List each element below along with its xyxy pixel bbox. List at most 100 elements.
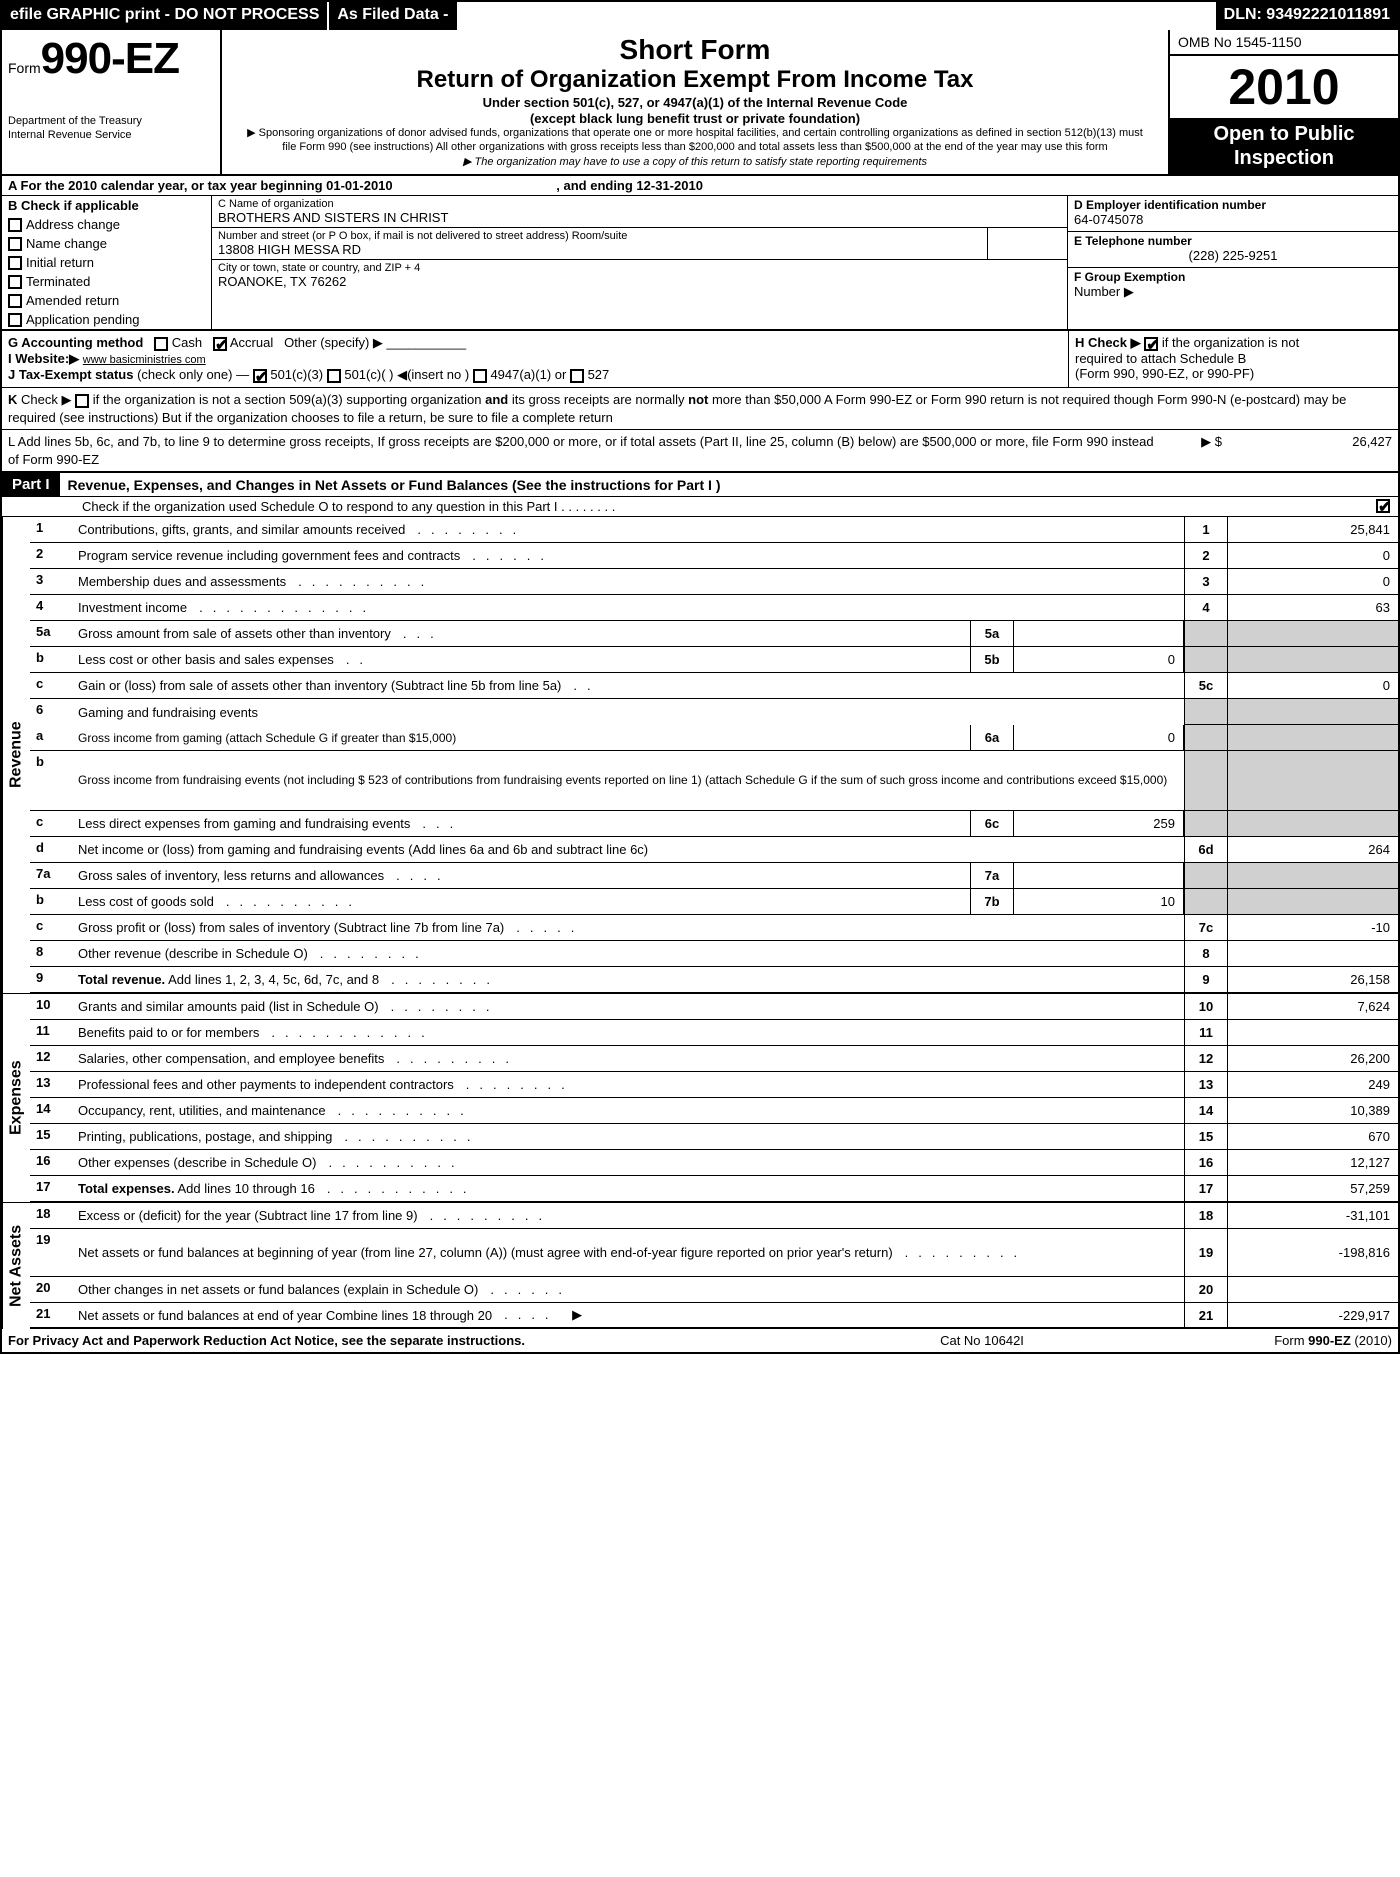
l-val: 26,427 <box>1222 433 1392 468</box>
line-2: 2Program service revenue including gover… <box>30 543 1398 569</box>
inspection-notice: Open to Public Inspection <box>1170 118 1398 174</box>
check-pending[interactable]: Application pending <box>2 310 211 329</box>
line-h: H Check ▶ if the organization is not req… <box>1068 331 1398 387</box>
c-street-cell: Number and street (or P O box, if mail i… <box>212 228 1067 260</box>
line-21: 21Net assets or fund balances at end of … <box>30 1303 1398 1329</box>
form-prefix: Form <box>8 60 41 76</box>
line-8: 8Other revenue (describe in Schedule O).… <box>30 941 1398 967</box>
h-text3: (Form 990, 990-EZ, or 990-PF) <box>1075 366 1254 381</box>
checkbox-icon <box>8 218 22 232</box>
check-terminated[interactable]: Terminated <box>2 272 211 291</box>
top-bar: efile GRAPHIC print - DO NOT PROCESS As … <box>2 2 1398 30</box>
expenses-section: Expenses 10Grants and similar amounts pa… <box>2 993 1398 1202</box>
checkbox-icon <box>8 237 22 251</box>
checkbox-icon <box>8 256 22 270</box>
line-16: 16Other expenses (describe in Schedule O… <box>30 1150 1398 1176</box>
line-k: K Check ▶ if the organization is not a s… <box>2 388 1398 430</box>
check-address[interactable]: Address change <box>2 215 211 234</box>
b-label: B Check if applicable <box>2 196 211 215</box>
l-text: L Add lines 5b, 6c, and 7b, to line 9 to… <box>8 433 1162 468</box>
line-a-suffix: , and ending 12-31-2010 <box>556 178 703 193</box>
line-i: I Website:▶ www basicministries com <box>8 351 1062 367</box>
line-9: 9Total revenue. Add lines 1, 2, 3, 4, 5c… <box>30 967 1398 993</box>
revenue-lines: 1Contributions, gifts, grants, and simil… <box>30 517 1398 993</box>
check-label: Amended return <box>26 293 119 308</box>
check-amended[interactable]: Amended return <box>2 291 211 310</box>
inspection1: Open to Public <box>1170 122 1398 146</box>
dots: . . . . . . . . <box>561 499 615 514</box>
part1-tag: Part I <box>2 473 60 496</box>
part1-sub-text: Check if the organization used Schedule … <box>82 499 558 514</box>
d-ein-val: 64-0745078 <box>1074 212 1392 227</box>
line-3: 3Membership dues and assessments........… <box>30 569 1398 595</box>
checkbox-sched-o[interactable] <box>1376 499 1390 513</box>
j-detail: (check only one) — <box>137 367 249 382</box>
footer-left: For Privacy Act and Paperwork Reduction … <box>8 1333 832 1348</box>
sub2: (except black lung benefit trust or priv… <box>242 111 1148 126</box>
line-18: 18Excess or (deficit) for the year (Subt… <box>30 1203 1398 1229</box>
header-left: Form990-EZ Department of the Treasury In… <box>2 30 222 174</box>
c-name-cell: C Name of organization BROTHERS AND SIST… <box>212 196 1067 228</box>
checkbox-501c3[interactable] <box>253 369 267 383</box>
topbar-dln: DLN: 93492221011891 <box>1216 2 1398 30</box>
line-4: 4Investment income.............463 <box>30 595 1398 621</box>
note2: ▶ The organization may have to use a cop… <box>242 156 1148 170</box>
checkbox-k[interactable] <box>75 394 89 408</box>
header-row: Form990-EZ Department of the Treasury In… <box>2 30 1398 176</box>
part1-title: Revenue, Expenses, and Changes in Net As… <box>60 475 1398 495</box>
line-a: A For the 2010 calendar year, or tax yea… <box>2 176 1398 196</box>
check-label: Address change <box>26 217 120 232</box>
col-b: B Check if applicable Address change Nam… <box>2 196 212 329</box>
line-1: 1Contributions, gifts, grants, and simil… <box>30 517 1398 543</box>
checkbox-cash[interactable] <box>154 337 168 351</box>
dept-block: Department of the Treasury Internal Reve… <box>8 114 214 143</box>
sub1: Under section 501(c), 527, or 4947(a)(1)… <box>242 95 1148 110</box>
omb-number: OMB No 1545-1150 <box>1170 30 1398 56</box>
line-13: 13Professional fees and other payments t… <box>30 1072 1398 1098</box>
opt2: 501(c)( ) ◀(insert no ) <box>344 367 469 382</box>
check-initial[interactable]: Initial return <box>2 253 211 272</box>
j-label: J Tax-Exempt status <box>8 367 133 382</box>
f-group-cell: F Group Exemption Number ▶ <box>1068 268 1398 304</box>
c-name-val: BROTHERS AND SISTERS IN CHRIST <box>218 210 1061 225</box>
check-label: Name change <box>26 236 107 251</box>
inspection2: Inspection <box>1170 146 1398 170</box>
form-container: efile GRAPHIC print - DO NOT PROCESS As … <box>0 0 1400 1354</box>
form-title: Return of Organization Exempt From Incom… <box>242 66 1148 94</box>
e-phone-val: (228) 225-9251 <box>1074 248 1392 263</box>
line-7a: 7aGross sales of inventory, less returns… <box>30 863 1398 889</box>
line-a-prefix: A For the 2010 calendar year, or tax yea… <box>8 178 393 193</box>
side-revenue: Revenue <box>2 517 30 993</box>
col-d: D Employer identification number 64-0745… <box>1068 196 1398 329</box>
website-val[interactable]: www basicministries com <box>83 354 206 366</box>
i-label: I Website:▶ <box>8 351 79 366</box>
line-g-i-j: G Accounting method Cash Accrual Other (… <box>2 331 1068 387</box>
line-g: G Accounting method Cash Accrual Other (… <box>8 335 1062 351</box>
checkbox-501c[interactable] <box>327 369 341 383</box>
line-6a: aGross income from gaming (attach Schedu… <box>30 725 1398 751</box>
side-expenses: Expenses <box>2 994 30 1202</box>
col-c: C Name of organization BROTHERS AND SIST… <box>212 196 1068 329</box>
h-label: H Check ▶ <box>1075 335 1141 350</box>
c-city-label: City or town, state or country, and ZIP … <box>218 262 1061 274</box>
c-city-val: ROANOKE, TX 76262 <box>218 274 1061 289</box>
check-name[interactable]: Name change <box>2 234 211 253</box>
check-label: Initial return <box>26 255 94 270</box>
part1-header: Part I Revenue, Expenses, and Changes in… <box>2 472 1398 497</box>
topbar-left: efile GRAPHIC print - DO NOT PROCESS <box>2 2 327 30</box>
opt4: 527 <box>588 367 610 382</box>
part1-sub: Check if the organization used Schedule … <box>2 497 1398 517</box>
checkbox-4947[interactable] <box>473 369 487 383</box>
checkbox-accrual[interactable] <box>213 337 227 351</box>
section-bc: B Check if applicable Address change Nam… <box>2 196 1398 331</box>
side-netassets: Net Assets <box>2 1203 30 1329</box>
f-group-label2: Number ▶ <box>1074 284 1392 300</box>
f-group-label: F Group Exemption <box>1074 270 1392 284</box>
checkbox-h[interactable] <box>1144 337 1158 351</box>
footer-right: Form 990-EZ (2010) <box>1132 1333 1392 1348</box>
line-6d: dNet income or (loss) from gaming and fu… <box>30 837 1398 863</box>
topbar-gap <box>457 2 1216 30</box>
e-phone-label: E Telephone number <box>1074 234 1392 248</box>
checkbox-527[interactable] <box>570 369 584 383</box>
line-20: 20Other changes in net assets or fund ba… <box>30 1277 1398 1303</box>
